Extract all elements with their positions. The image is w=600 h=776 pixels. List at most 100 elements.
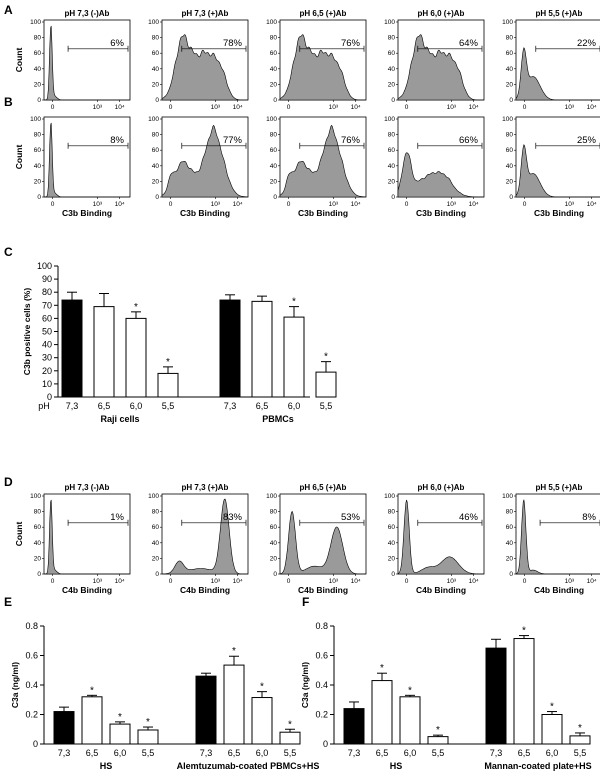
y-tick-label: 80 [506,509,514,516]
category-label: 6,0 [256,748,269,758]
significance-star: * [324,352,328,363]
x-tick-label: 10⁴ [351,201,361,208]
y-tick-label: 80 [152,35,160,42]
category-label: 6,0 [546,748,559,758]
category-label: 6,5 [98,401,111,411]
y-tick-label: 20 [506,555,514,562]
x-tick-label: 0 [287,104,291,111]
y-tick-label: 20 [506,178,514,185]
x-axis-label: C3b Binding [534,208,584,218]
x-tick-label: 10⁴ [233,201,243,208]
gate-percent: 8% [582,512,596,523]
x-axis-label: C3b Binding [180,208,230,218]
y-tick-label: 60 [388,50,396,57]
y-axis-label: Count [14,48,24,73]
group-label: PBMCs [262,414,294,424]
panel-letter-e: E [4,595,12,609]
significance-star: * [90,685,94,696]
significance-star: * [118,712,122,723]
panel-letter-c: C [4,245,13,259]
y-tick-label: 100 [502,493,513,500]
x-tick-label: 10⁴ [587,201,597,208]
y-tick-label: 40 [506,66,514,73]
y-tick-label: 40 [506,163,514,170]
x-tick-label: 0 [51,104,55,111]
y-tick-label: 0 [155,194,159,201]
category-label: 7,3 [58,748,71,758]
y-tick-label: 0.4 [25,680,38,690]
y-tick-label: 0.6 [315,651,328,661]
y-tick-label: 0 [47,392,52,402]
x-tick-label: 0 [169,578,173,585]
category-label: 6,0 [404,748,417,758]
y-tick-label: 20 [270,178,278,185]
bar [157,372,179,398]
y-tick-label: 0 [273,194,277,201]
y-tick-label: 40 [506,540,514,547]
significance-star: * [232,646,236,657]
x-tick-label: 0 [405,578,409,585]
bar [219,299,241,398]
bar [53,711,75,745]
y-tick-label: 100 [266,116,277,123]
bar [283,316,305,398]
bar [109,723,131,745]
x-axis-label: C3b Binding [416,208,466,218]
category-label: 6,5 [256,401,269,411]
group-label: HS [100,761,113,771]
y-tick-label: 60 [34,147,42,154]
y-axis-label: C3b positive cells (%) [22,288,32,376]
y-tick-label: 100 [148,19,159,26]
category-label: 5,5 [284,748,297,758]
y-tick-label: 100 [384,19,395,26]
x-tick-label: 10⁴ [469,104,479,111]
y-tick-label: 20 [270,81,278,88]
gate-percent: 77% [223,135,243,146]
y-tick-label: 40 [388,540,396,547]
plot-frame [43,493,131,575]
x-axis-label: C4b Binding [534,585,584,595]
y-tick-label: 80 [152,509,160,516]
y-tick-label: 0.8 [315,621,328,631]
x-axis-label: C4b Binding [62,585,112,595]
y-tick-label: 90 [42,274,52,284]
category-label: 6,0 [114,748,127,758]
y-tick-label: 60 [34,524,42,531]
y-tick-label: 40 [152,163,160,170]
category-label: 5,5 [142,748,155,758]
y-tick-label: 40 [270,540,278,547]
bar [61,299,83,398]
x-tick-label: 10³ [447,201,457,208]
y-tick-label: 0 [509,194,513,201]
histogram-a-3: 76% pH 6,5 (+)Ab 0 20 40 60 80 100 0 10³ 10⁴ [266,9,367,111]
x-tick-label: 10⁴ [115,578,125,585]
panel-letter-f: F [302,595,309,609]
histogram-curve [397,152,484,198]
bar [315,371,337,398]
histogram-curve [44,25,130,101]
x-tick-label: 10³ [565,104,575,111]
x-tick-label: 10⁴ [587,578,597,585]
plot-title: pH 5,5 (+)Ab [536,9,583,18]
y-tick-label: 0 [37,97,41,104]
y-tick-label: 40 [388,66,396,73]
y-tick-label: 20 [388,555,396,562]
significance-star: * [408,685,412,696]
y-tick-label: 0 [509,97,513,104]
gate-percent: 53% [341,512,361,523]
category-label: 7,3 [224,401,237,411]
significance-star: * [166,357,170,368]
y-tick-label: 100 [266,19,277,26]
y-tick-label: 80 [270,509,278,516]
x-tick-label: 10³ [447,104,457,111]
y-tick-label: 60 [388,524,396,531]
gate-percent: 76% [341,135,361,146]
y-tick-label: 60 [506,147,514,154]
y-tick-label: 100 [384,116,395,123]
y-tick-label: 80 [42,287,52,297]
x-tick-label: 10⁴ [351,104,361,111]
